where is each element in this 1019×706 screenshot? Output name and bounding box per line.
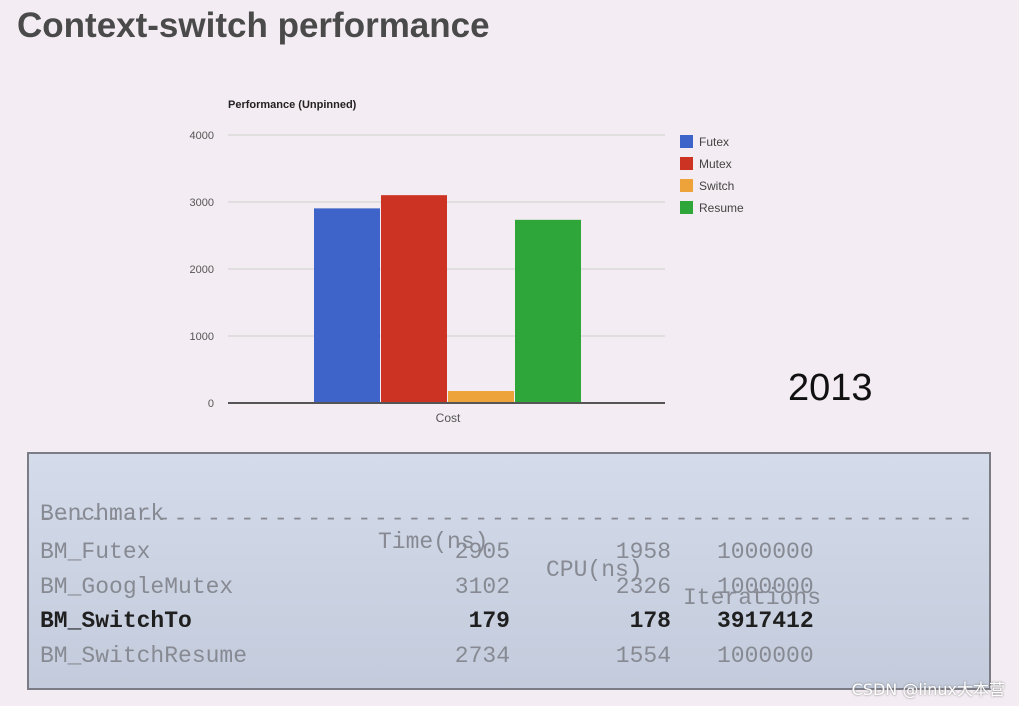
benchmark-cpu-cell: 1554: [615, 642, 671, 669]
benchmark-time-cell: 179: [468, 608, 510, 634]
benchmark-cpu-cell: 2326: [615, 573, 671, 600]
benchmark-cpu-cell: 1958: [615, 539, 671, 565]
benchmark-time-cell: 2905: [454, 539, 510, 565]
header-time: Time(ns): [378, 529, 489, 555]
y-axis-ticks: 0 1000 2000 3000 4000: [190, 130, 214, 410]
legend-swatch-futex: [680, 135, 693, 148]
chart-bars: [314, 195, 581, 403]
bar-switch: [448, 391, 514, 403]
chart-title: Performance (Unpinned): [228, 99, 357, 111]
benchmark-iterations-cell: 3917412: [717, 608, 814, 634]
bar-mutex: [381, 195, 447, 403]
benchmark-name-cell: BM_Futex: [40, 539, 151, 565]
benchmark-row: BM_GoogleMutex 3102 2326 1000000: [40, 573, 980, 601]
benchmark-iterations-cell: 1000000: [717, 573, 814, 600]
x-tick-label: Cost: [436, 411, 461, 425]
legend-label-switch: Switch: [699, 179, 734, 193]
performance-chart: Performance (Unpinned) 0 1000 2000 3000 4000…: [190, 99, 744, 425]
header-cpu: CPU(ns): [546, 557, 643, 583]
bar-futex: [314, 208, 380, 403]
benchmark-name-cell: BM_SwitchResume: [40, 642, 248, 669]
benchmark-cpu-cell: 178: [629, 608, 671, 634]
benchmark-separator: ----------------------------------------…: [40, 506, 976, 532]
benchmark-iterations-cell: 1000000: [717, 642, 814, 669]
chart-legend: Futex Mutex Switch Resume: [680, 135, 744, 215]
legend-swatch-resume: [680, 201, 693, 214]
bar-resume: [515, 219, 581, 403]
watermark: CSDN @linux大本营: [851, 680, 1005, 699]
benchmark-row: BM_Futex 2905 1958 1000000: [40, 538, 980, 566]
y-tick-label: 0: [208, 398, 214, 410]
benchmark-name-cell: BM_SwitchTo: [40, 608, 192, 634]
legend-swatch-switch: [680, 179, 693, 192]
benchmark-header-row: Benchmark Time(ns) CPU(ns) Iterations: [40, 472, 821, 640]
benchmark-time-cell: 2734: [454, 642, 510, 669]
benchmark-time-cell: 3102: [454, 573, 510, 600]
y-tick-label: 2000: [190, 264, 214, 276]
benchmark-iterations-cell: 1000000: [717, 539, 814, 565]
header-benchmark: Benchmark: [40, 501, 165, 527]
header-iterations: Iterations: [683, 585, 822, 611]
benchmark-name-cell: BM_GoogleMutex: [40, 573, 234, 600]
legend-label-mutex: Mutex: [699, 157, 732, 171]
benchmark-row: BM_SwitchResume 2734 1554 1000000: [40, 642, 980, 670]
year-label: 2013: [788, 367, 873, 409]
benchmark-results-panel: Benchmark Time(ns) CPU(ns) Iterations --…: [27, 452, 991, 690]
y-tick-label: 4000: [190, 130, 214, 142]
y-tick-label: 3000: [190, 197, 214, 209]
legend-label-resume: Resume: [699, 201, 744, 215]
legend-swatch-mutex: [680, 157, 693, 170]
slide-title: Context-switch performance: [17, 6, 490, 45]
benchmark-row: BM_SwitchTo 179 178 3917412: [40, 607, 980, 635]
legend-label-futex: Futex: [699, 135, 729, 149]
x-axis-ticks: Cost: [436, 411, 461, 425]
y-tick-label: 1000: [190, 331, 214, 343]
